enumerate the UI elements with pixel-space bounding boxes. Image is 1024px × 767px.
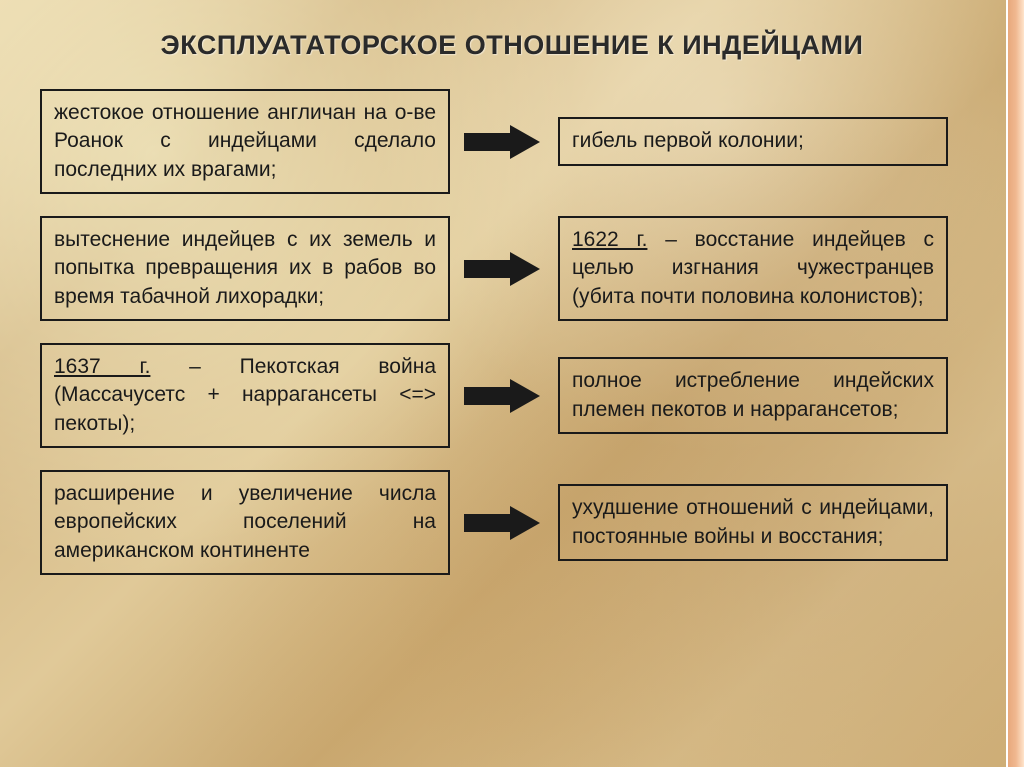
underline-text: 1622 г. — [572, 228, 647, 251]
box-text: гибель первой колонии; — [572, 129, 804, 152]
arrow-icon — [464, 379, 544, 413]
diagram-row: жестокое отношение англичан на о-ве Роан… — [40, 89, 984, 194]
arrow-icon — [464, 125, 544, 159]
cause-box: жестокое отношение англичан на о-ве Роан… — [40, 89, 450, 194]
effect-box: гибель первой колонии; — [558, 117, 948, 165]
box-text: ухудшение отношений с индейцами, постоян… — [572, 496, 934, 547]
effect-box: 1622 г. – восстание индейцев с целью изг… — [558, 216, 948, 321]
diagram-rows: жестокое отношение англичан на о-ве Роан… — [40, 89, 984, 575]
underline-text: 1637 г. — [54, 355, 150, 378]
diagram-row: расширение и увеличение числа европейски… — [40, 470, 984, 575]
box-text: жестокое отношение англичан на о-ве Роан… — [54, 101, 436, 181]
slide-title: ЭКСПЛУАТАТОРСКОЕ ОТНОШЕНИЕ К ИНДЕЙЦАМИ — [40, 30, 984, 61]
arrow-icon — [464, 506, 544, 540]
box-text: вытеснение индейцев с их земель и попытк… — [54, 228, 436, 308]
effect-box: полное истребление индейских племен пеко… — [558, 357, 948, 434]
cause-box: вытеснение индейцев с их земель и попытк… — [40, 216, 450, 321]
box-text: расширение и увеличение числа европейски… — [54, 482, 436, 562]
slide-container: ЭКСПЛУАТАТОРСКОЕ ОТНОШЕНИЕ К ИНДЕЙЦАМИ ж… — [0, 0, 1024, 595]
box-text: полное истребление индейских племен пеко… — [572, 369, 934, 420]
cause-box: 1637 г. – Пекотская война (Массачусетс +… — [40, 343, 450, 448]
cause-box: расширение и увеличение числа европейски… — [40, 470, 450, 575]
diagram-row: 1637 г. – Пекотская война (Массачусетс +… — [40, 343, 984, 448]
effect-box: ухудшение отношений с индейцами, постоян… — [558, 484, 948, 561]
diagram-row: вытеснение индейцев с их земель и попытк… — [40, 216, 984, 321]
arrow-icon — [464, 252, 544, 286]
